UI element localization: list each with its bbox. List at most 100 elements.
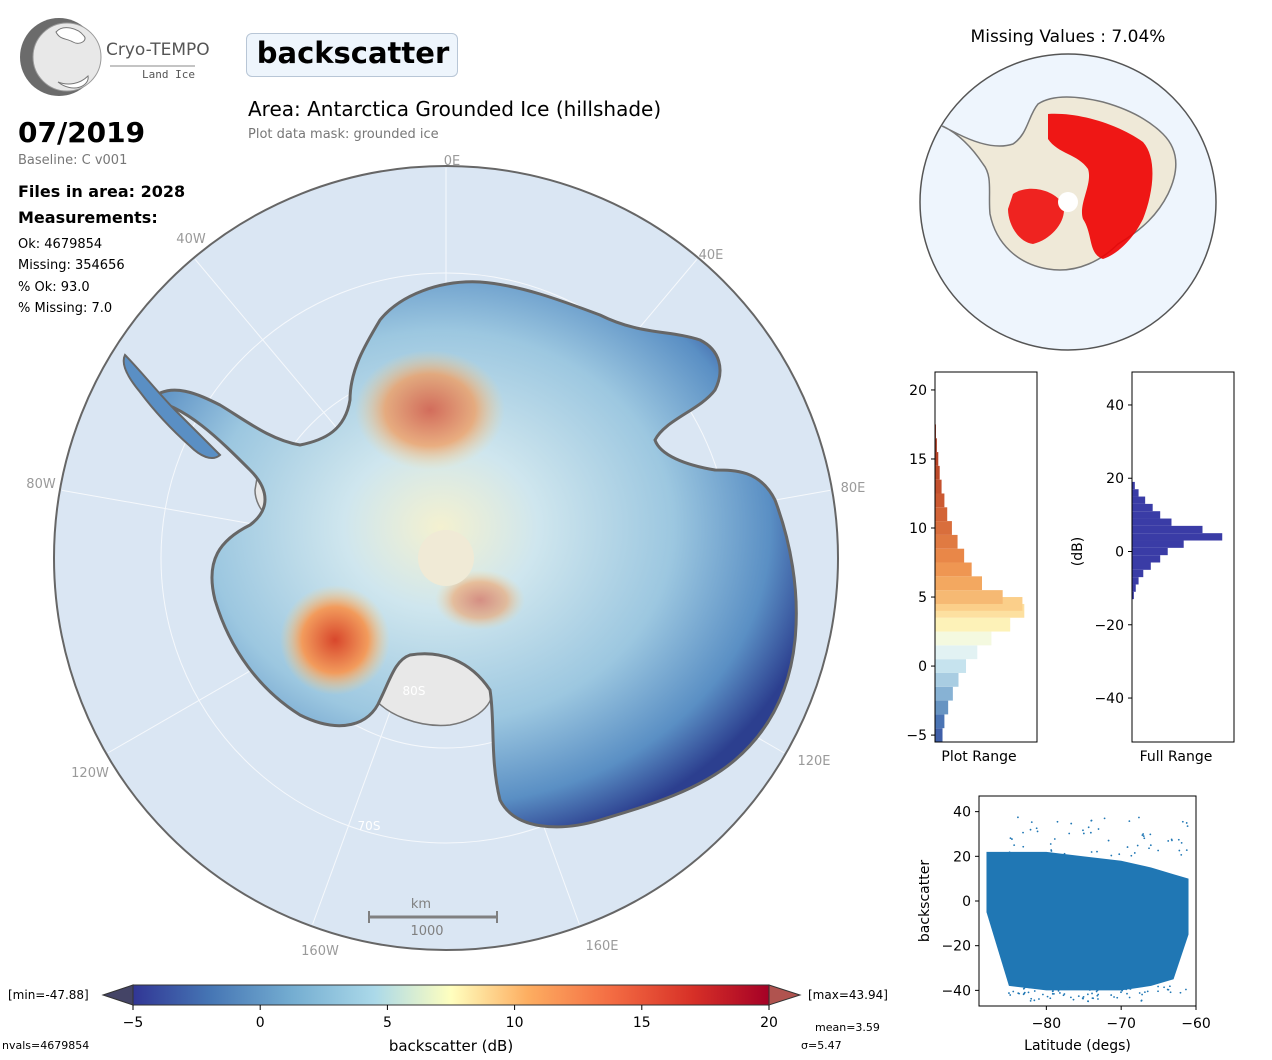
scatter-point [1186, 825, 1189, 828]
scatter-point [1143, 837, 1146, 840]
hist-plot-range-bar [935, 714, 945, 729]
missing-map-red-west [1008, 188, 1064, 244]
lon-label-120e: 120E [797, 754, 830, 769]
scatter-point [1053, 992, 1055, 995]
scatter-point [1022, 845, 1025, 848]
hist-plot-range-bar [935, 617, 1011, 632]
lon-label-40w: 40W [176, 232, 206, 247]
hist-plot-range-frame [934, 371, 1038, 743]
colorbar-min-extend [101, 984, 134, 1006]
scatter-point [1069, 996, 1072, 999]
scatter-point [1022, 831, 1024, 834]
scatter-point [1118, 853, 1121, 856]
colorbar-tick-label: 5 [383, 1015, 392, 1031]
hist-full-range-bar [1132, 547, 1168, 556]
lon-label-160e: 160E [585, 939, 618, 954]
area-title: Area: Antarctica Grounded Ice (hillshade… [248, 97, 662, 121]
hist-plot-range-bar [935, 479, 942, 494]
scatter-point [1097, 988, 1099, 991]
scatter-point [1033, 990, 1036, 992]
scatter-point [1136, 844, 1139, 847]
lon-label-160w: 160W [301, 944, 339, 959]
scatter-point [1087, 1000, 1089, 1003]
scatter-point [1056, 820, 1059, 823]
scatter-point [1110, 854, 1113, 857]
scatter-point [1082, 995, 1085, 998]
hist-full-range-ytick-label: 40 [1106, 398, 1124, 414]
scatter-point [1185, 849, 1188, 852]
scatter-point [1097, 993, 1100, 996]
scatter-point [1128, 820, 1131, 823]
scatter-point [1089, 831, 1092, 834]
histogram-plot-range: −5 0 5 10 15 20 Plot Range [906, 371, 1038, 765]
stat-pct-missing: % Missing: 7.0 [18, 301, 113, 316]
hist-plot-range-bar [935, 672, 959, 687]
scatter-point [1168, 985, 1171, 988]
lon-label-0e: 0E [444, 154, 461, 169]
antarctic-ice-sheet [146, 280, 798, 829]
colorbar-min-label: [min=-47.88] [8, 988, 89, 1002]
hist-full-range-ytick-label: 20 [1106, 471, 1124, 487]
scatter-point [1180, 854, 1183, 856]
hist-full-range-bar [1132, 569, 1144, 578]
hist-full-range-ytick-label: 0 [1115, 545, 1124, 561]
missing-map-pole [1058, 192, 1078, 212]
scatter-point [1178, 849, 1181, 852]
hist-plot-range-ytick-label: 0 [918, 659, 927, 675]
scatter-point [1029, 828, 1032, 831]
scatter-point [1068, 832, 1071, 835]
hist-full-range-bar [1132, 584, 1136, 592]
hist-full-range-bar [1132, 481, 1135, 490]
hist-full-range-bar [1132, 533, 1223, 541]
scatter-point [1097, 828, 1100, 830]
stat-ok: Ok: 4679854 [18, 237, 103, 252]
lat-label-70s: 70S [358, 819, 381, 833]
scatter-point [1141, 834, 1144, 837]
parameter-title: backscatter [256, 36, 450, 70]
files-in-area: Files in area: 2028 [18, 182, 186, 201]
scatter-point [1157, 849, 1160, 852]
hist-plot-range-bar [935, 493, 945, 508]
hist-full-range-bar [1132, 518, 1172, 526]
baseline-label: Baseline: C v001 [18, 153, 128, 168]
scatter-point [1090, 819, 1093, 822]
colorbar-gradient [132, 984, 770, 1006]
scatter-point [1012, 990, 1015, 993]
scatter-point [1128, 996, 1131, 999]
scatter-ytick-label: 20 [953, 849, 971, 865]
scatter-point [1009, 994, 1012, 996]
lon-label-40e: 40E [699, 248, 724, 263]
scatter-point [1149, 833, 1152, 836]
scatter-point [1046, 995, 1049, 998]
scatter-point [1103, 817, 1106, 820]
scatter-point [1072, 998, 1075, 1001]
scatter-point [1008, 992, 1010, 994]
scatter-point [1130, 854, 1133, 857]
scale-bar: km 1000 [368, 897, 498, 939]
scatter-point [1052, 990, 1054, 992]
scatter-point [1091, 992, 1093, 995]
hist-plot-range-bar [935, 534, 958, 549]
missing-map-red-east [1048, 113, 1153, 259]
colorbar-nvals: nvals=4679854 [2, 1039, 89, 1052]
hist-full-range-bar [1132, 591, 1134, 600]
scatter-points-cloud [986, 851, 1189, 991]
scatter-point [1036, 830, 1039, 833]
hist-full-range-bar [1132, 525, 1203, 534]
hist-full-range-bar [1132, 489, 1139, 497]
scatter-point [1049, 843, 1052, 845]
scatter-point [1077, 995, 1080, 998]
scatter-point [1050, 850, 1053, 852]
hist-full-range-bar [1132, 562, 1151, 570]
hist-plot-range-bar [935, 438, 937, 453]
colorbar-tick-label: 10 [506, 1015, 524, 1031]
scatter-point [1126, 986, 1129, 989]
scatter-point [1023, 991, 1026, 994]
scatter-ytick-label: −20 [941, 939, 971, 955]
scatter-point [1096, 850, 1098, 853]
hist-plot-range-bar [935, 562, 972, 577]
hist-full-range-ytick-label: −20 [1094, 618, 1124, 634]
graticule [59, 168, 833, 927]
hist-full-range-bar [1132, 503, 1153, 512]
scatter-point [1008, 851, 1011, 854]
